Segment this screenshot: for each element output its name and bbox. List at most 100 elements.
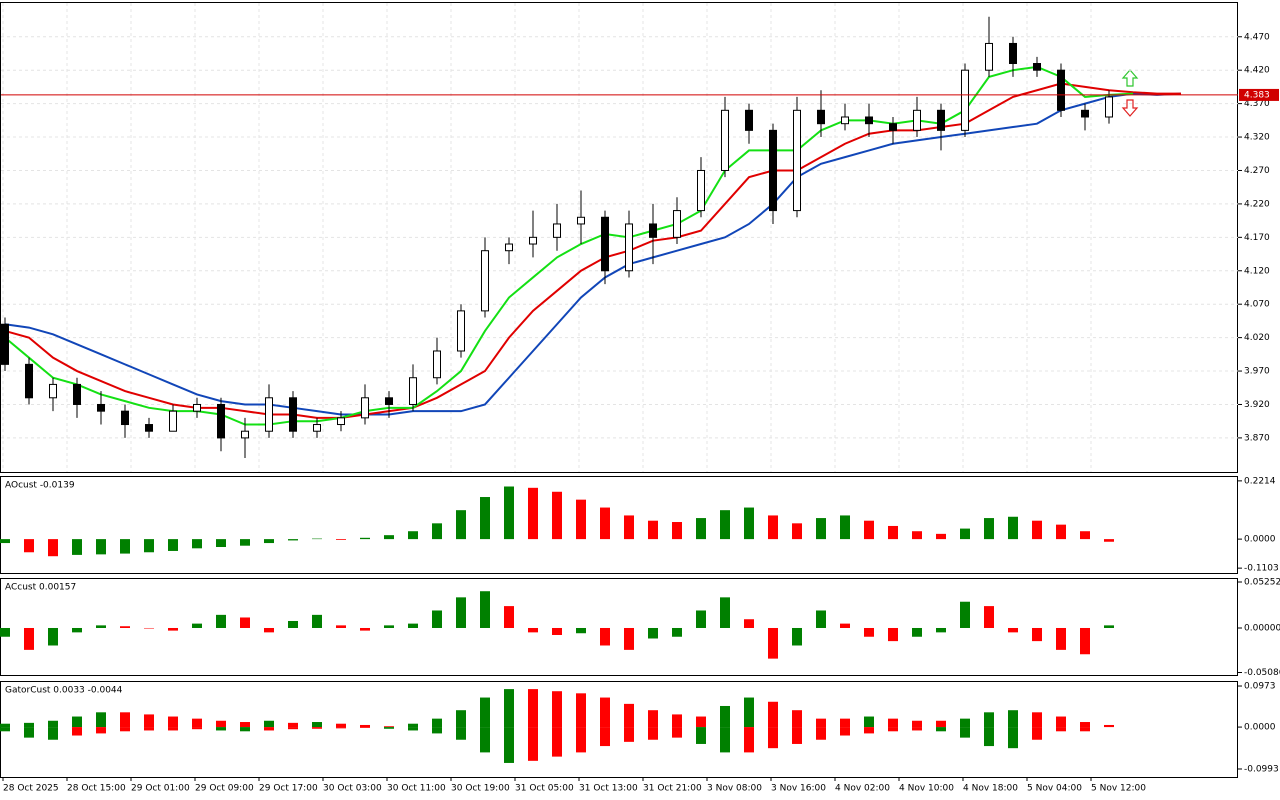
gator-bar	[912, 720, 922, 728]
x-tick-label: 28 Oct 2025	[3, 784, 59, 794]
gator-bar	[672, 727, 682, 738]
gator-bar	[48, 720, 58, 728]
histogram-bar	[288, 539, 298, 541]
histogram-bar	[336, 539, 346, 540]
histogram-bar	[672, 522, 682, 540]
gator-bar	[24, 727, 34, 738]
x-tick-label: 3 Nov 08:00	[707, 784, 762, 794]
gator-bar	[816, 718, 826, 728]
y-tick-label: 4.270	[1244, 166, 1270, 176]
x-tick-label: 30 Oct 19:00	[451, 784, 510, 794]
histogram-bar	[432, 523, 442, 540]
gator-bar	[1008, 727, 1018, 749]
histogram-bar	[1032, 627, 1042, 642]
histogram-bar	[696, 518, 706, 540]
histogram-bar	[912, 627, 922, 637]
gator-bar	[408, 723, 418, 728]
histogram-bar	[744, 507, 754, 540]
histogram-bar	[384, 535, 394, 540]
gator-bar	[144, 714, 154, 728]
histogram-bar	[360, 627, 370, 631]
histogram-bar	[792, 523, 802, 540]
candle-body	[625, 223, 633, 272]
gator-bar	[792, 710, 802, 728]
histogram-bar	[984, 518, 994, 540]
gator-bar	[336, 723, 346, 728]
y-tick-label: 4.070	[1244, 300, 1270, 310]
histogram-bar	[816, 610, 826, 628]
gator-bar	[0, 723, 10, 728]
histogram-bar	[624, 627, 634, 650]
gator-bar	[288, 727, 298, 730]
histogram-bar	[480, 591, 490, 628]
x-tick-label: 28 Oct 15:00	[67, 784, 126, 794]
indicator-label: AOcust -0.0139	[5, 481, 75, 491]
gator-bar	[96, 727, 106, 734]
histogram-bar	[912, 531, 922, 540]
gator-bar	[120, 712, 130, 728]
gator-bar	[264, 720, 274, 728]
candle-body	[601, 216, 609, 272]
gator-bar	[144, 727, 154, 731]
gator-bar	[528, 727, 538, 761]
buy-arrow	[1121, 69, 1139, 87]
x-tick-label: 31 Oct 05:00	[515, 784, 574, 794]
histogram-bar	[624, 515, 634, 540]
candle-body	[241, 430, 249, 439]
histogram-bar	[408, 623, 418, 628]
gator-bar	[432, 718, 442, 728]
histogram-bar	[816, 518, 826, 540]
gator-bar	[408, 727, 418, 731]
histogram-bar	[504, 606, 514, 628]
histogram-bar	[432, 610, 442, 628]
gator-bar	[864, 716, 874, 728]
y-tick-label: -0.1103	[1244, 564, 1279, 574]
gator-bar	[888, 718, 898, 728]
gator-bar	[984, 712, 994, 728]
gator-bar	[504, 689, 514, 728]
candle-body	[361, 397, 369, 419]
histogram-bar	[1008, 516, 1018, 540]
histogram-bar	[168, 539, 178, 551]
gator-bar	[480, 727, 490, 753]
gator-bar	[192, 727, 202, 730]
candle-body	[577, 216, 585, 225]
gator-bar	[288, 722, 298, 728]
gator-bar	[0, 727, 10, 732]
gator-bar	[696, 727, 706, 744]
candle-body	[793, 109, 801, 212]
gator-bar	[552, 727, 562, 757]
histogram-bar	[1056, 627, 1066, 650]
gator-bar	[624, 727, 634, 742]
gator-bar	[672, 714, 682, 728]
histogram-bar	[240, 617, 250, 628]
x-tick-label: 29 Oct 01:00	[131, 784, 190, 794]
candle-body	[217, 403, 225, 439]
candle-body	[937, 109, 945, 131]
histogram-bar	[384, 625, 394, 628]
gator-bar	[48, 727, 58, 740]
histogram-bar	[648, 520, 658, 540]
gator-bar	[576, 693, 586, 728]
gator-bar	[744, 727, 754, 753]
histogram-bar	[600, 627, 610, 646]
x-tick-label: 4 Nov 18:00	[963, 784, 1018, 794]
gator-bar	[264, 727, 274, 731]
histogram-bar	[360, 537, 370, 540]
y-tick-label: 0.00000	[1244, 623, 1280, 633]
gator-bar	[792, 727, 802, 744]
x-tick-label: 31 Oct 13:00	[579, 784, 638, 794]
y-tick-label: 0.0000	[1244, 535, 1276, 545]
panel-frame	[0, 476, 1238, 574]
gator-bar	[1032, 712, 1042, 728]
gator-bar	[1056, 716, 1066, 728]
candle-body	[313, 424, 321, 432]
histogram-bar	[96, 539, 106, 555]
gator-bar	[1080, 722, 1090, 728]
gator-bar	[816, 727, 826, 740]
histogram-bar	[576, 499, 586, 540]
gator-bar	[120, 727, 130, 732]
x-tick-label: 4 Nov 02:00	[835, 784, 890, 794]
x-tick-label: 5 Nov 04:00	[1027, 784, 1082, 794]
candle-body	[985, 42, 993, 71]
